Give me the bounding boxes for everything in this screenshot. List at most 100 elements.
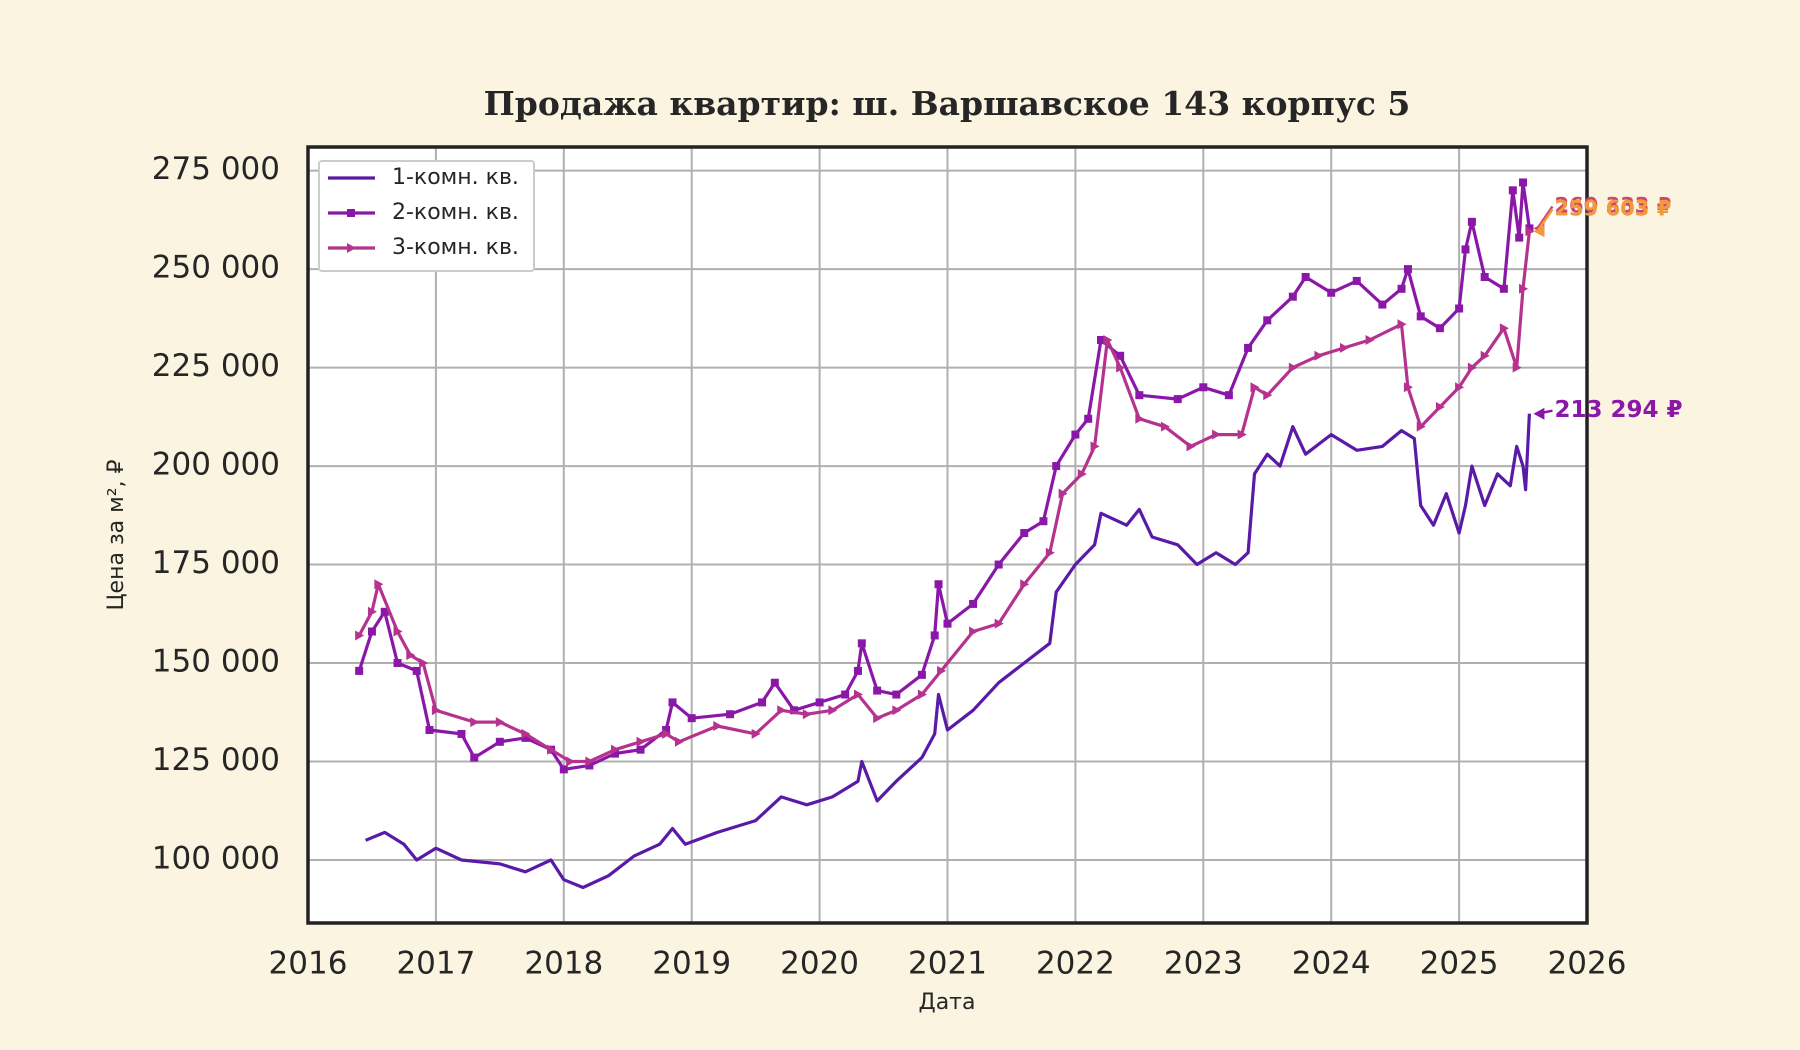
point-marker [1090, 441, 1100, 452]
point-marker [1416, 312, 1425, 321]
x-tick-label: 2021 [908, 946, 987, 982]
y-tick-label: 275 000 [152, 151, 280, 187]
point-marker [841, 690, 850, 699]
point-marker [687, 714, 696, 723]
point-marker [367, 627, 376, 636]
annotation-label: 213 294 ₽ [1554, 397, 1682, 423]
x-tick-label: 2026 [1548, 946, 1627, 982]
line [357, 231, 1531, 764]
x-tick-label: 2018 [524, 946, 603, 982]
point-marker [873, 713, 883, 724]
point-marker [1116, 351, 1125, 360]
point-marker [917, 689, 927, 700]
point-marker [1499, 284, 1508, 293]
point-marker [1288, 362, 1298, 373]
point-marker [1403, 265, 1412, 274]
legend-label: 1-комн. кв. [392, 165, 519, 190]
point-marker [873, 686, 882, 695]
point-marker [425, 725, 434, 734]
point-marker [934, 580, 943, 589]
y-axis-label: Цена за м², ₽ [104, 459, 129, 610]
x-axis-label: Дата [919, 990, 976, 1015]
point-marker [419, 658, 429, 669]
point-marker [1186, 441, 1196, 452]
point-marker [1365, 335, 1375, 346]
point-marker [1397, 284, 1406, 293]
annotation-arrowhead [1533, 225, 1545, 238]
point-marker [547, 744, 557, 755]
y-tick-label: 150 000 [152, 644, 280, 680]
legend: 1-комн. кв. 2-комн. кв. 3-комн. кв. [318, 160, 535, 272]
point-marker [1467, 217, 1476, 226]
legend-label: 3-комн. кв. [392, 235, 519, 260]
annotation-label: 259 603 ₽ [1554, 196, 1671, 220]
point-marker [1116, 362, 1126, 373]
annotation-arrowhead [1533, 407, 1545, 420]
annotation-arrow [1536, 208, 1554, 232]
point-marker [1508, 186, 1517, 195]
point-marker [1455, 304, 1464, 313]
point-marker [1352, 276, 1361, 285]
point-marker [380, 607, 389, 616]
point-marker [1052, 462, 1061, 471]
point-marker [853, 689, 863, 700]
y-tick-label: 200 000 [152, 447, 280, 483]
point-marker [1519, 283, 1529, 294]
point-marker [1480, 350, 1490, 361]
point-marker [892, 705, 902, 716]
point-marker [610, 744, 620, 755]
point-marker [1020, 529, 1029, 538]
point-marker [674, 736, 684, 747]
point-marker [1250, 382, 1260, 393]
point-marker [1397, 319, 1407, 330]
point-marker [668, 698, 677, 707]
point-marker [470, 753, 479, 762]
series [355, 226, 1535, 767]
point-marker [559, 765, 568, 774]
point-marker [355, 666, 364, 675]
x-tick-label: 2024 [1292, 946, 1371, 982]
point-marker [355, 630, 365, 641]
y-tick-label: 175 000 [152, 545, 280, 581]
point-marker [495, 737, 504, 746]
point-marker [585, 761, 594, 770]
point-marker [610, 749, 619, 758]
point-marker [943, 619, 952, 628]
point-marker [892, 690, 901, 699]
point-marker [713, 721, 723, 732]
point-marker [406, 650, 416, 661]
legend-marker [347, 209, 355, 217]
point-marker [521, 728, 531, 739]
point-marker [1519, 178, 1528, 187]
point-marker [1480, 272, 1489, 281]
point-marker [1173, 395, 1182, 404]
point-marker [470, 717, 480, 728]
point-marker [636, 745, 645, 754]
x-tick-label: 2017 [396, 946, 475, 982]
point-marker [566, 756, 576, 767]
y-tick-label: 225 000 [152, 348, 280, 384]
point-marker [1263, 390, 1273, 401]
point-marker [1288, 292, 1297, 301]
point-marker [1435, 401, 1445, 412]
point-marker [1224, 391, 1233, 400]
point-marker [457, 729, 466, 738]
point-marker [393, 626, 403, 637]
point-marker [636, 736, 646, 747]
legend-label: 2-комн. кв. [392, 200, 519, 225]
point-marker [1499, 323, 1509, 334]
point-marker [758, 698, 767, 707]
point-marker [521, 733, 530, 742]
x-tick-label: 2020 [780, 946, 859, 982]
point-marker [585, 756, 595, 767]
point-marker [367, 606, 377, 617]
point-marker [1199, 383, 1208, 392]
point-marker [1020, 579, 1030, 590]
point-marker [937, 665, 947, 676]
point-marker [994, 618, 1004, 629]
legend-marker [347, 243, 356, 253]
point-marker [751, 728, 761, 739]
annotation-arrow [1536, 205, 1554, 230]
point-marker [1435, 324, 1444, 333]
point-marker [1512, 362, 1522, 373]
